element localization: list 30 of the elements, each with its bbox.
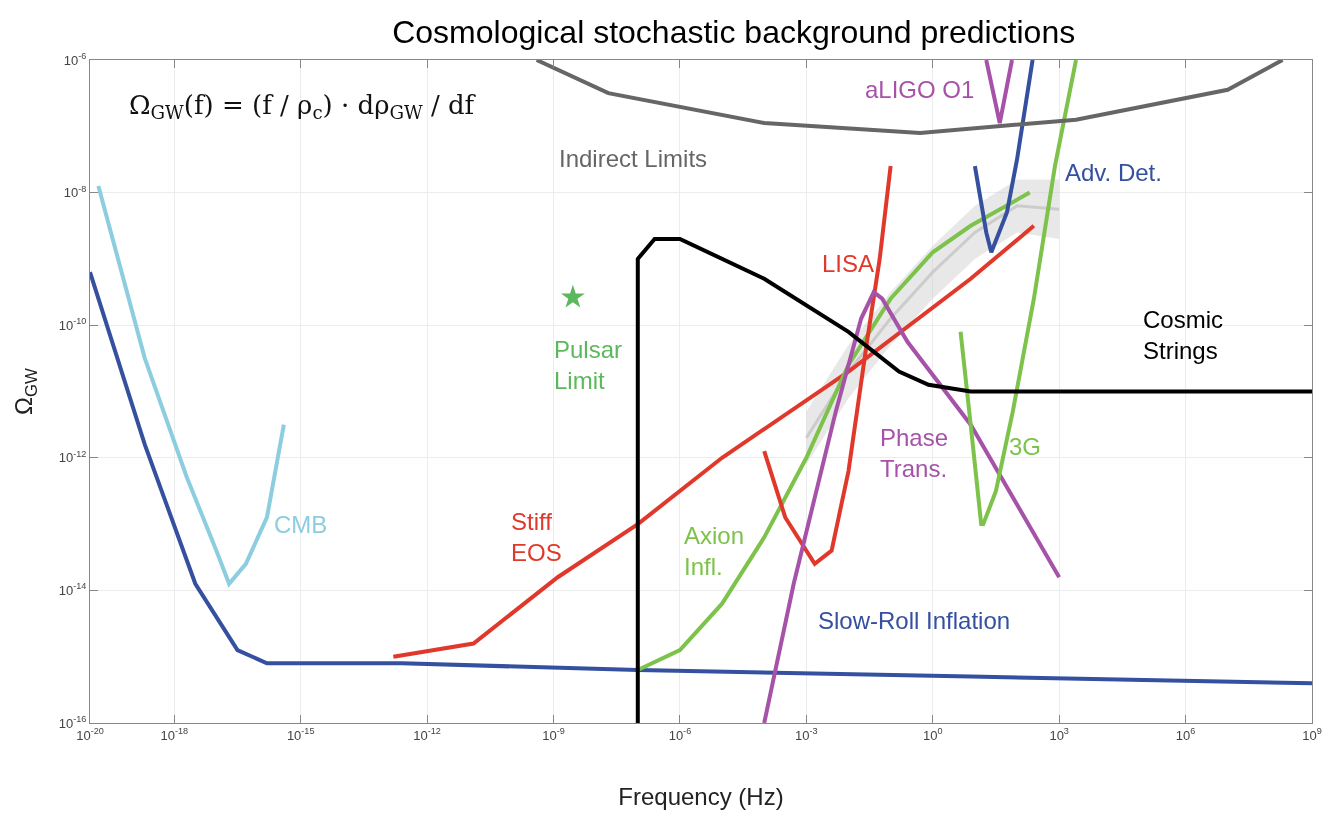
- x-tick-label: 10$^{-3}$: [795, 726, 818, 743]
- x-tick-label: 10$^{9}$: [1302, 726, 1322, 743]
- x-tick-label: 10$^{-6}$: [668, 726, 692, 743]
- annotation: Adv. Det.: [1065, 159, 1162, 186]
- annotation: Axion Infl.: [684, 522, 745, 581]
- y-tick-label: 10$^{-8}$: [63, 183, 87, 201]
- y-tick-label: 10$^{-14}$: [58, 581, 87, 598]
- x-tick-label: 10$^{0}$: [922, 726, 943, 743]
- annotation: 3G: [1009, 433, 1042, 460]
- chart-title: Cosmological stochastic background predictions: [392, 13, 1076, 50]
- x-tick-label: 10$^{3}$: [1049, 726, 1069, 743]
- x-tick-label: 10$^{-18}$: [160, 726, 189, 743]
- annotation: Indirect Limits: [559, 145, 708, 172]
- annotation: Stiff EOS: [511, 508, 562, 567]
- annotation: Cosmic Strings: [1143, 306, 1224, 365]
- x-tick-label: 10$^{-12}$: [413, 726, 441, 743]
- annotation: Slow-Roll Inflation: [818, 607, 1011, 634]
- x-tick-label: 10$^{6}$: [1175, 726, 1196, 743]
- annotation: Phase Trans.: [880, 424, 949, 483]
- annotation: aLIGO O1: [865, 76, 975, 103]
- annotation: CMB: [274, 511, 328, 538]
- x-tick-label: 10$^{-9}$: [542, 726, 565, 743]
- x-tick-label: 10$^{-15}$: [286, 726, 315, 743]
- x-axis-title: Frequency (Hz): [618, 783, 784, 810]
- annotation: Pulsar Limit: [554, 336, 623, 395]
- annotation: LISA: [822, 250, 875, 277]
- annotation: Ω$_{GW}$(f) = (f / ρ$_{c}$) · dρ$_{GW}$ / df: [129, 90, 477, 124]
- y-tick-label: 10$^{-10}$: [58, 316, 87, 333]
- y-tick-label: 10$^{-6}$: [63, 51, 87, 68]
- y-tick-label: 10$^{-12}$: [58, 448, 87, 466]
